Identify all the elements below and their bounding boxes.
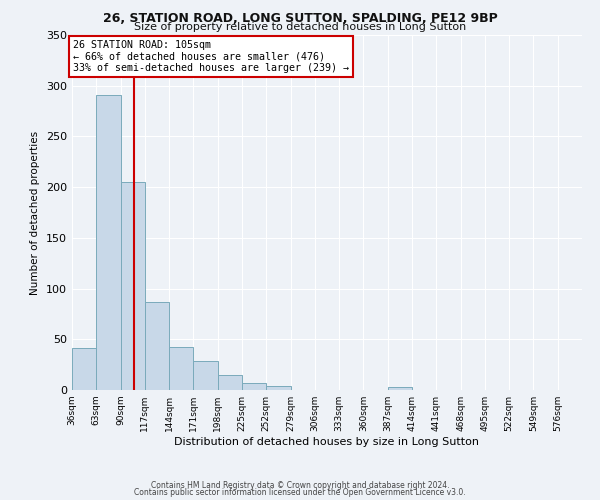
Bar: [96, 95, 121, 390]
Bar: [169, 348, 193, 390]
Bar: [218, 375, 242, 390]
Y-axis label: Number of detached properties: Number of detached properties: [31, 130, 40, 294]
Bar: [266, 386, 290, 390]
Bar: [193, 360, 218, 390]
Bar: [121, 182, 145, 390]
X-axis label: Distribution of detached houses by size in Long Sutton: Distribution of detached houses by size …: [175, 437, 479, 447]
Text: Contains public sector information licensed under the Open Government Licence v3: Contains public sector information licen…: [134, 488, 466, 497]
Text: 26, STATION ROAD, LONG SUTTON, SPALDING, PE12 9BP: 26, STATION ROAD, LONG SUTTON, SPALDING,…: [103, 12, 497, 26]
Text: Contains HM Land Registry data © Crown copyright and database right 2024.: Contains HM Land Registry data © Crown c…: [151, 480, 449, 490]
Text: 26 STATION ROAD: 105sqm
← 66% of detached houses are smaller (476)
33% of semi-d: 26 STATION ROAD: 105sqm ← 66% of detache…: [73, 40, 349, 74]
Bar: [242, 383, 266, 390]
Text: Size of property relative to detached houses in Long Sutton: Size of property relative to detached ho…: [134, 22, 466, 32]
Bar: [388, 387, 412, 390]
Bar: [72, 348, 96, 390]
Bar: [145, 302, 169, 390]
